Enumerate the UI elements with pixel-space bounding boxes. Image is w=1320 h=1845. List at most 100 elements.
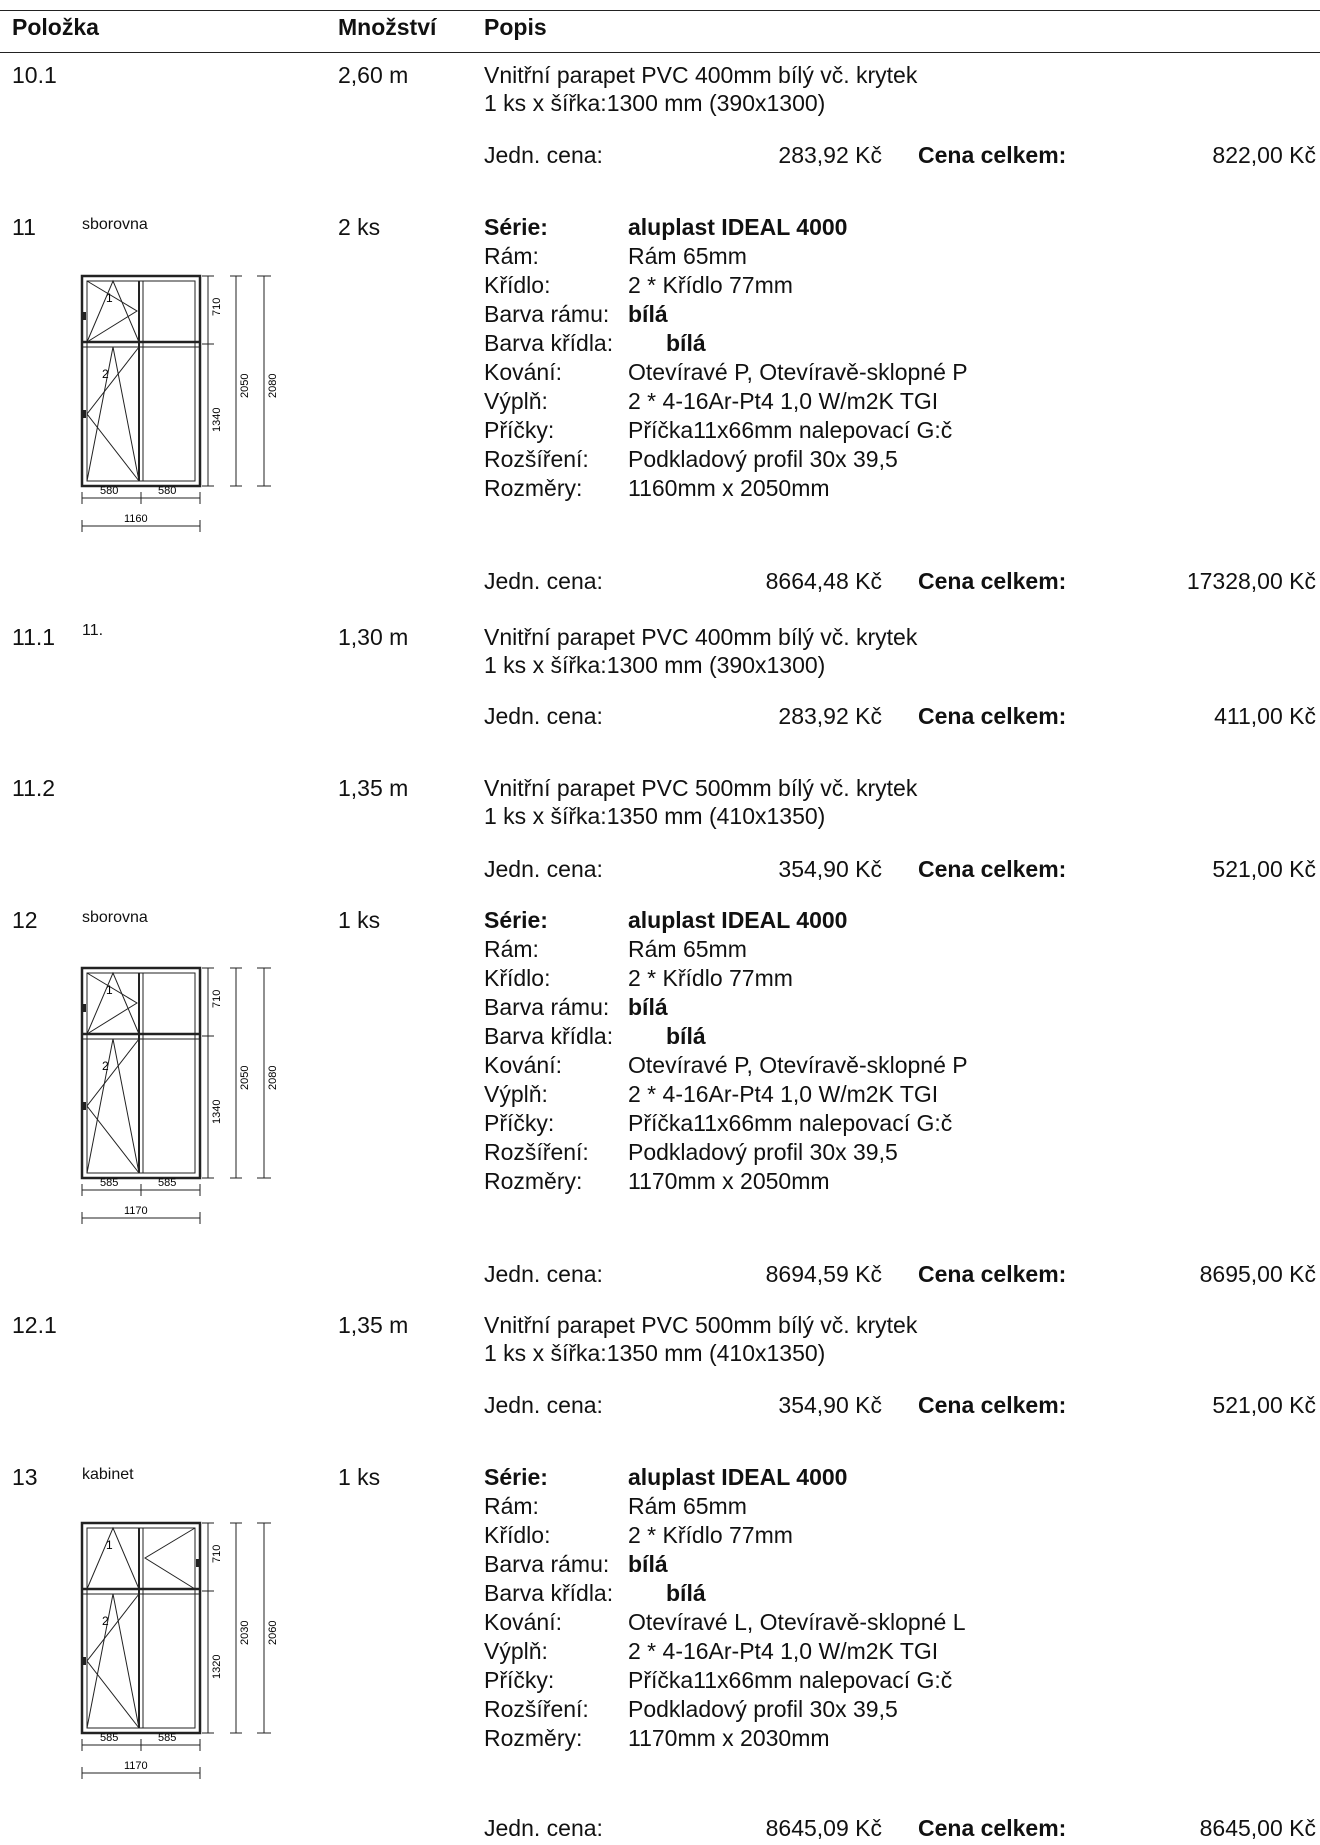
muntins-label: Příčky: xyxy=(484,417,555,443)
item-number: 10.1 xyxy=(12,62,57,88)
extension-label: Rozšíření: xyxy=(484,446,589,472)
item-description: Vnitřní parapet PVC 400mm bílý vč. kryte… xyxy=(484,62,918,88)
sash-color-label: Barva křídla: xyxy=(484,1023,614,1049)
dimension-upper: 710 xyxy=(211,1545,223,1563)
total-price-label: Cena celkem: xyxy=(918,1815,1067,1841)
room-label: 11. xyxy=(82,622,104,639)
sash-value: 2 * Křídlo 77mm xyxy=(628,1522,793,1548)
muntins-value: Příčka11x66mm nalepovací G:č xyxy=(628,417,953,443)
unit-price: 8645,09 Kč xyxy=(765,1815,882,1841)
window-drawing: 1 2 710 1320 2030 2060 585 585 1170 xyxy=(80,1521,279,1779)
dimension-height: 2030 xyxy=(239,1621,251,1645)
frame-label: Rám: xyxy=(484,936,539,962)
hardware-value: Otevíravé P, Otevíravě-sklopné P xyxy=(628,1052,968,1078)
glazing-label: Výplň: xyxy=(484,1081,548,1107)
unit-price: 354,90 Kč xyxy=(778,856,882,882)
unit-price: 283,92 Kč xyxy=(778,703,882,729)
muntins-label: Příčky: xyxy=(484,1667,555,1693)
sash-label: Křídlo: xyxy=(484,272,551,298)
dimension-width: 1160 xyxy=(124,513,148,525)
total-price: 411,00 Kč xyxy=(1214,703,1316,729)
dimensions-value: 1170mm x 2050mm xyxy=(628,1168,830,1194)
dimensions-label: Rozměry: xyxy=(484,1725,583,1751)
unit-price-label: Jedn. cena: xyxy=(484,856,603,882)
item-description: Vnitřní parapet PVC 500mm bílý vč. kryte… xyxy=(484,1312,918,1338)
hardware-label: Kování: xyxy=(484,1609,562,1635)
muntins-value: Příčka11x66mm nalepovací G:č xyxy=(628,1667,953,1693)
item-number: 11 xyxy=(12,214,36,240)
item-quantity: 1 ks xyxy=(338,907,381,933)
item-quantity: 1,35 m xyxy=(338,775,409,801)
dimensions-value: 1170mm x 2030mm xyxy=(628,1725,830,1751)
extension-value: Podkladový profil 30x 39,5 xyxy=(628,1139,898,1165)
frame-color-label: Barva rámu: xyxy=(484,301,610,327)
glazing-value: 2 * 4-16Ar-Pt4 1,0 W/m2K TGI xyxy=(628,388,939,414)
header-bottom-rule xyxy=(0,52,1320,53)
series-label: Série: xyxy=(484,907,548,933)
pane-label-2: 2 xyxy=(102,1059,109,1073)
unit-price-label: Jedn. cena: xyxy=(484,703,603,729)
dimension-lower: 1340 xyxy=(211,408,223,432)
extension-label: Rozšíření: xyxy=(484,1696,589,1722)
hardware-value: Otevíravé L, Otevíravě-sklopné L xyxy=(628,1609,966,1635)
unit-price: 8664,48 Kč xyxy=(765,568,882,594)
sash-label: Křídlo: xyxy=(484,965,551,991)
frame-label: Rám: xyxy=(484,1493,539,1519)
frame-color-label: Barva rámu: xyxy=(484,1551,610,1577)
series-value: aluplast IDEAL 4000 xyxy=(628,907,848,933)
extension-value: Podkladový profil 30x 39,5 xyxy=(628,1696,898,1722)
item-description-detail: 1 ks x šířka:1300 mm (390x1300) xyxy=(484,652,826,678)
item-number: 12 xyxy=(12,907,38,933)
series-label: Série: xyxy=(484,214,548,240)
total-price-label: Cena celkem: xyxy=(918,142,1067,168)
item-quantity: 1,30 m xyxy=(338,624,409,650)
dimension-outer-height: 2060 xyxy=(267,1621,279,1645)
sash-value: 2 * Křídlo 77mm xyxy=(628,272,793,298)
series-value: aluplast IDEAL 4000 xyxy=(628,214,848,240)
frame-color-value: bílá xyxy=(628,1551,668,1577)
unit-price: 354,90 Kč xyxy=(778,1392,882,1418)
column-header-item: Položka xyxy=(12,14,99,40)
unit-price-label: Jedn. cena: xyxy=(484,1815,603,1841)
glazing-label: Výplň: xyxy=(484,1638,548,1664)
dimensions-value: 1160mm x 2050mm xyxy=(628,475,830,501)
dimension-right: 580 xyxy=(158,485,176,497)
pane-label-1: 1 xyxy=(106,291,113,305)
sash-label: Křídlo: xyxy=(484,1522,551,1548)
dimension-width: 1170 xyxy=(124,1205,148,1217)
dimension-right: 585 xyxy=(158,1177,176,1189)
item-description: Vnitřní parapet PVC 500mm bílý vč. kryte… xyxy=(484,775,918,801)
total-price: 17328,00 Kč xyxy=(1186,568,1316,594)
dimension-left: 580 xyxy=(100,485,118,497)
dimensions-label: Rozměry: xyxy=(484,1168,583,1194)
unit-price-label: Jedn. cena: xyxy=(484,1392,603,1418)
extension-value: Podkladový profil 30x 39,5 xyxy=(628,446,898,472)
room-label: sborovna xyxy=(82,909,148,926)
total-price: 521,00 Kč xyxy=(1212,1392,1316,1418)
total-price-label: Cena celkem: xyxy=(918,1261,1067,1287)
item-number: 13 xyxy=(12,1464,38,1490)
dimension-left: 585 xyxy=(100,1732,118,1744)
muntins-value: Příčka11x66mm nalepovací G:č xyxy=(628,1110,953,1136)
total-price-label: Cena celkem: xyxy=(918,856,1067,882)
total-price: 822,00 Kč xyxy=(1212,142,1316,168)
dimension-upper: 710 xyxy=(211,990,223,1008)
dimension-upper: 710 xyxy=(211,298,223,316)
total-price-label: Cena celkem: xyxy=(918,568,1067,594)
sash-color-value: bílá xyxy=(666,330,706,356)
frame-color-label: Barva rámu: xyxy=(484,994,610,1020)
item-description: Vnitřní parapet PVC 400mm bílý vč. kryte… xyxy=(484,624,918,650)
unit-price-label: Jedn. cena: xyxy=(484,568,603,594)
total-price-label: Cena celkem: xyxy=(918,703,1067,729)
unit-price: 8694,59 Kč xyxy=(765,1261,882,1287)
item-number: 12.1 xyxy=(12,1312,57,1338)
sash-color-label: Barva křídla: xyxy=(484,330,614,356)
series-label: Série: xyxy=(484,1464,548,1490)
glazing-value: 2 * 4-16Ar-Pt4 1,0 W/m2K TGI xyxy=(628,1638,939,1664)
item-quantity: 2,60 m xyxy=(338,62,409,88)
dimension-lower: 1320 xyxy=(211,1655,223,1679)
dimension-lower: 1340 xyxy=(211,1100,223,1124)
item-quantity: 2 ks xyxy=(338,214,381,240)
dimensions-label: Rozměry: xyxy=(484,475,583,501)
room-label: kabinet xyxy=(82,1466,134,1483)
